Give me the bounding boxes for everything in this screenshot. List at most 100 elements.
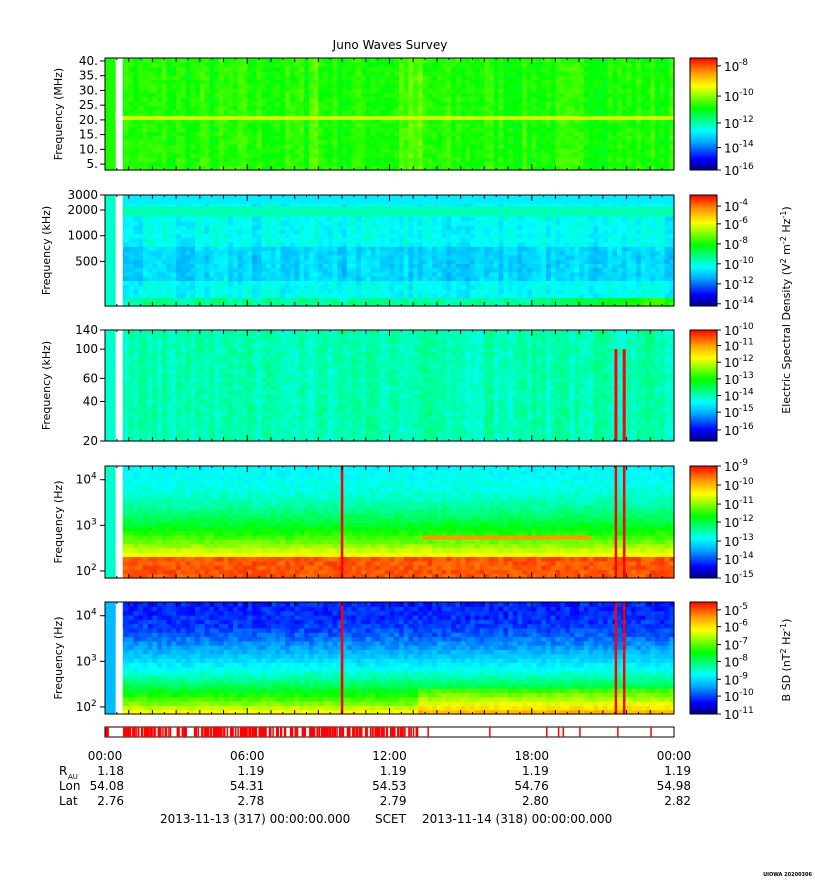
spectrogram-cell bbox=[375, 83, 381, 89]
spectrogram-cell bbox=[251, 96, 258, 102]
spectrogram-cell bbox=[489, 131, 495, 137]
spectrogram-cell bbox=[294, 109, 301, 115]
spectrogram-cell bbox=[380, 79, 386, 85]
spectrogram-cell bbox=[384, 92, 391, 98]
spectrogram-cell bbox=[560, 62, 566, 68]
spectrogram-cell bbox=[640, 276, 647, 281]
spectrogram-cell bbox=[455, 246, 462, 252]
spectrogram-cell bbox=[579, 62, 585, 68]
spectrogram-cell bbox=[517, 96, 523, 102]
spectrogram-cell bbox=[332, 101, 338, 106]
spectrogram-cell bbox=[474, 83, 481, 89]
spectrogram-cell bbox=[564, 92, 571, 98]
spectrogram-cell bbox=[228, 271, 234, 277]
spectrogram-cell bbox=[602, 254, 609, 260]
spectrogram-cell bbox=[247, 92, 253, 98]
spectrogram-cell bbox=[294, 92, 301, 98]
spectrogram-cell bbox=[332, 259, 338, 264]
spectrogram-cell bbox=[285, 280, 291, 286]
spectrogram-cell bbox=[166, 263, 172, 269]
spectrogram-cell bbox=[527, 246, 533, 252]
spectrogram-cell bbox=[142, 293, 149, 299]
spectrogram-cell bbox=[299, 161, 305, 167]
spectrogram-cell bbox=[550, 284, 557, 290]
spectrogram-cell bbox=[346, 66, 353, 72]
spectrogram-cell bbox=[669, 157, 675, 162]
spectrogram-cell bbox=[441, 148, 447, 154]
spectrogram-cell bbox=[270, 105, 277, 111]
spectrogram-cell bbox=[209, 131, 215, 137]
spectrogram-cell bbox=[147, 96, 154, 102]
spectrogram-cell bbox=[640, 254, 647, 260]
spectrogram-cell bbox=[285, 92, 291, 98]
spectrogram-cell bbox=[612, 96, 618, 102]
spectrogram-cell bbox=[564, 271, 571, 277]
spectrogram-cell bbox=[228, 263, 234, 269]
spectrogram-cell bbox=[602, 101, 609, 106]
spectrogram-cell bbox=[446, 157, 452, 162]
spectrogram-cell bbox=[403, 122, 410, 128]
spectrogram-cell bbox=[157, 135, 163, 141]
spectrogram-cell bbox=[251, 148, 258, 154]
spectrogram-cell bbox=[664, 126, 670, 132]
spectrogram-cell bbox=[607, 297, 613, 303]
spectrogram-cell bbox=[133, 152, 139, 158]
spectrogram-cell bbox=[493, 122, 500, 128]
spectrogram-cell bbox=[408, 58, 414, 63]
spectrogram-panels: 5.10.15.20.25.30.35.40.Frequency (MHz)50… bbox=[40, 54, 675, 715]
spectrogram-cell bbox=[669, 246, 675, 252]
spectrogram-cell bbox=[612, 83, 618, 89]
spectrogram-cell bbox=[560, 92, 566, 98]
spectrogram-cell bbox=[493, 161, 500, 167]
spectrogram-cell bbox=[147, 66, 154, 72]
spectrogram-cell bbox=[655, 118, 661, 124]
spectrogram-cell bbox=[332, 109, 338, 115]
spectrogram-cell bbox=[261, 165, 267, 171]
spectrogram-cell bbox=[346, 96, 353, 102]
spectrogram-cell bbox=[185, 246, 191, 252]
spectrogram-cell bbox=[394, 267, 400, 273]
spectrogram-cell bbox=[242, 122, 248, 128]
y-tick-label: 20. bbox=[79, 113, 98, 127]
spectrogram-cell bbox=[422, 267, 429, 273]
spectrogram-cell bbox=[133, 284, 139, 290]
spectrogram-cell bbox=[470, 79, 476, 85]
spectrogram-cell bbox=[432, 280, 438, 286]
spectrogram-cell bbox=[266, 259, 272, 264]
spectrogram-cell bbox=[261, 92, 267, 98]
spectrogram-cell bbox=[375, 96, 381, 102]
spectrogram-cell bbox=[436, 271, 443, 277]
spectrogram-cell bbox=[147, 62, 154, 68]
spectrogram-cell bbox=[664, 284, 670, 290]
spectrogram-cell bbox=[176, 246, 182, 252]
spectrogram-cell bbox=[394, 58, 400, 63]
spectrogram-cell bbox=[346, 58, 353, 63]
spectrogram-cell bbox=[408, 152, 414, 158]
spectrogram-cell bbox=[441, 157, 447, 162]
spectrogram-cell bbox=[123, 70, 130, 76]
spectrogram-cell bbox=[256, 144, 263, 150]
spectrogram-cell bbox=[536, 144, 542, 150]
spectrogram-cell bbox=[128, 58, 135, 63]
spectrogram-cell bbox=[588, 271, 594, 277]
spectrogram-cell bbox=[413, 241, 419, 247]
spectrogram-cell bbox=[564, 109, 571, 115]
spectrogram-cell bbox=[223, 62, 229, 68]
spectrogram-cell bbox=[123, 297, 130, 303]
spectrogram-cell bbox=[266, 280, 272, 286]
spectrogram-cell bbox=[304, 96, 310, 102]
spectrogram-cell bbox=[427, 118, 433, 124]
spectrogram-cell bbox=[560, 271, 566, 277]
spectrogram-cell bbox=[645, 70, 651, 76]
spectrogram-cell bbox=[669, 105, 675, 111]
spectrogram-cell bbox=[626, 79, 632, 85]
spectrogram-cell bbox=[432, 152, 438, 158]
spectrogram-cell bbox=[579, 92, 585, 98]
spectrogram-cell bbox=[251, 101, 258, 106]
spectrogram-cell bbox=[313, 267, 319, 273]
spectrogram-cell bbox=[275, 157, 282, 162]
spectrogram-cell bbox=[555, 135, 561, 141]
spectrogram-cell bbox=[636, 161, 642, 167]
spectrogram-cell bbox=[370, 284, 376, 290]
spectrogram-cell bbox=[389, 62, 395, 68]
